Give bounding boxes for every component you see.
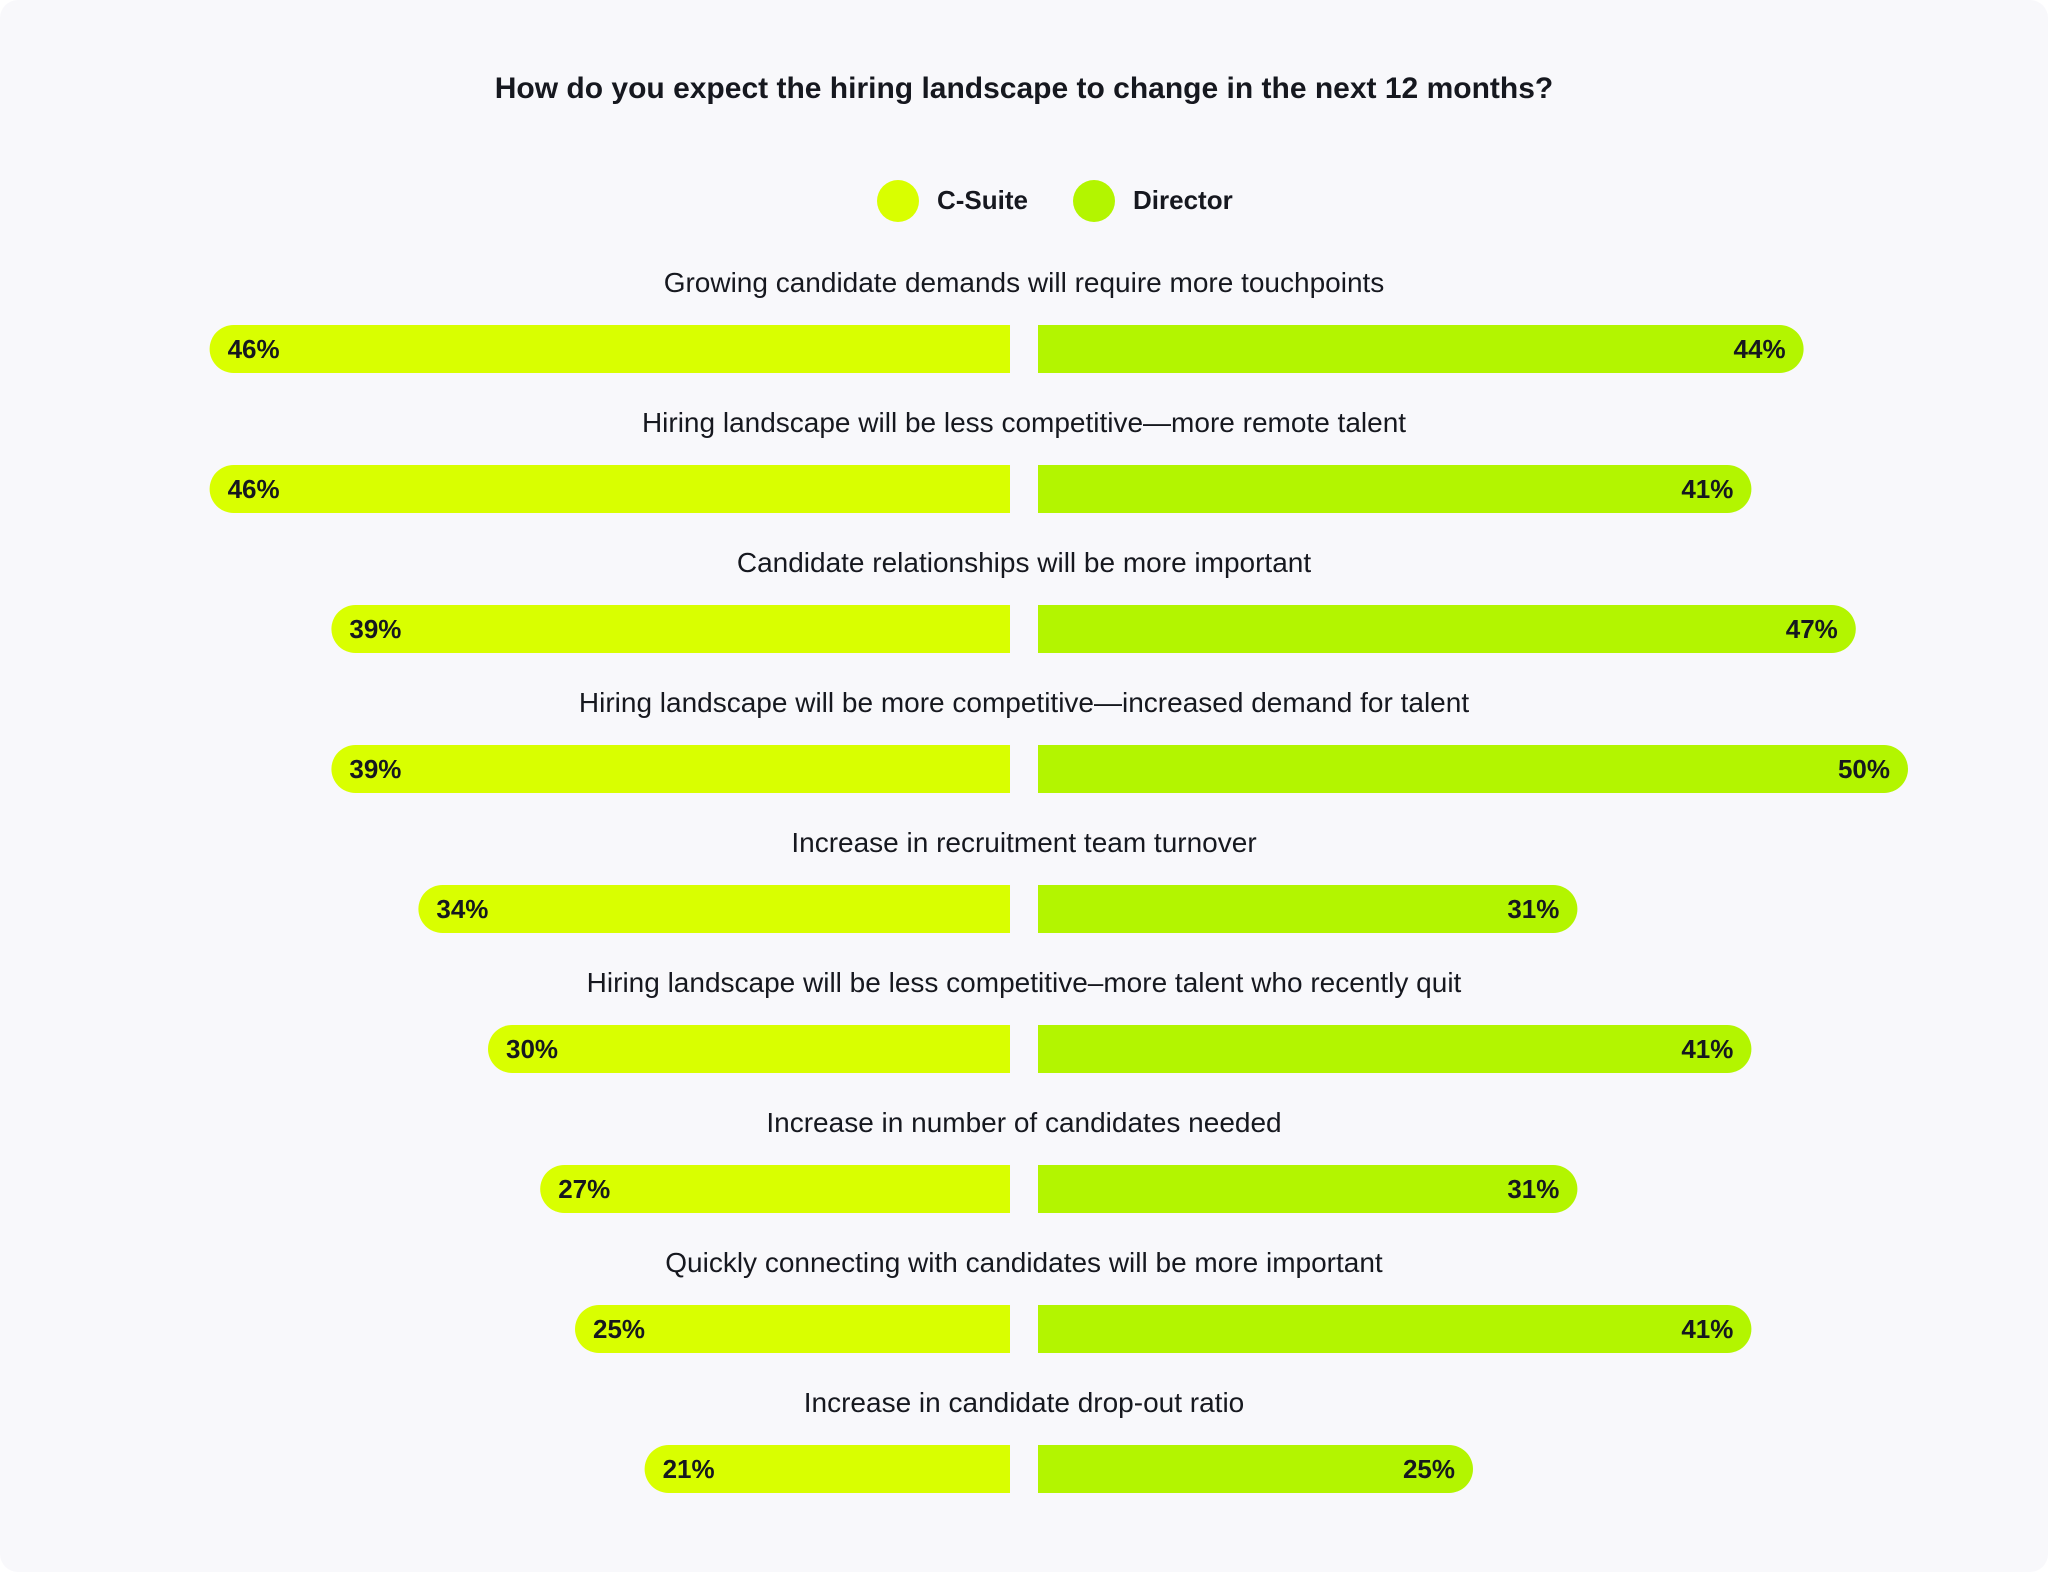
bar-c-suite [418, 885, 1010, 933]
bar-c-suite [575, 1305, 1010, 1353]
legend-label-c-suite: C-Suite [937, 185, 1028, 215]
value-label-c-suite: 39% [349, 754, 401, 784]
value-label-director: 41% [1681, 1034, 1733, 1064]
value-label-director: 31% [1507, 1174, 1559, 1204]
category-label: Quickly connecting with candidates will … [665, 1247, 1383, 1278]
value-label-c-suite: 30% [506, 1034, 558, 1064]
bar-director [1038, 1165, 1578, 1213]
legend-swatch-director [1073, 180, 1115, 222]
bar-c-suite [331, 745, 1010, 793]
bar-director [1038, 325, 1804, 373]
value-label-director: 41% [1681, 1314, 1733, 1344]
value-label-c-suite: 34% [436, 894, 488, 924]
bar-c-suite [644, 1445, 1010, 1493]
value-label-director: 25% [1403, 1454, 1455, 1484]
value-label-director: 44% [1734, 334, 1786, 364]
legend-swatch-c-suite [877, 180, 919, 222]
value-label-c-suite: 21% [663, 1454, 715, 1484]
category-label: Increase in recruitment team turnover [791, 827, 1256, 858]
bar-director [1038, 885, 1578, 933]
category-label: Hiring landscape will be more competitiv… [579, 687, 1469, 718]
bar-c-suite [488, 1025, 1010, 1073]
value-label-director: 31% [1507, 894, 1559, 924]
category-label: Increase in number of candidates needed [766, 1107, 1281, 1138]
category-label: Increase in candidate drop-out ratio [804, 1387, 1245, 1418]
value-label-c-suite: 46% [228, 334, 280, 364]
bar-director [1038, 745, 1908, 793]
value-label-director: 41% [1681, 474, 1733, 504]
category-label: Candidate relationships will be more imp… [737, 547, 1312, 578]
value-label-c-suite: 25% [593, 1314, 645, 1344]
category-label: Hiring landscape will be less competitiv… [587, 967, 1462, 998]
value-label-director: 47% [1786, 614, 1838, 644]
category-label: Hiring landscape will be less competitiv… [642, 407, 1406, 438]
bar-c-suite [209, 325, 1011, 373]
legend: C-Suite Director [0, 180, 2048, 224]
value-label-c-suite: 46% [228, 474, 280, 504]
legend-label-director: Director [1133, 185, 1233, 215]
bar-c-suite [331, 605, 1010, 653]
value-label-c-suite: 27% [558, 1174, 610, 1204]
bar-director [1038, 605, 1856, 653]
bar-director [1038, 1445, 1473, 1493]
bar-director [1038, 465, 1752, 513]
bar-c-suite [209, 465, 1011, 513]
bar-c-suite [540, 1165, 1010, 1213]
bar-director [1038, 1025, 1752, 1073]
bar-director [1038, 1305, 1752, 1353]
chart-title: How do you expect the hiring landscape t… [494, 72, 1554, 105]
value-label-director: 50% [1838, 754, 1890, 784]
category-label: Growing candidate demands will require m… [664, 267, 1385, 298]
value-label-c-suite: 39% [349, 614, 401, 644]
